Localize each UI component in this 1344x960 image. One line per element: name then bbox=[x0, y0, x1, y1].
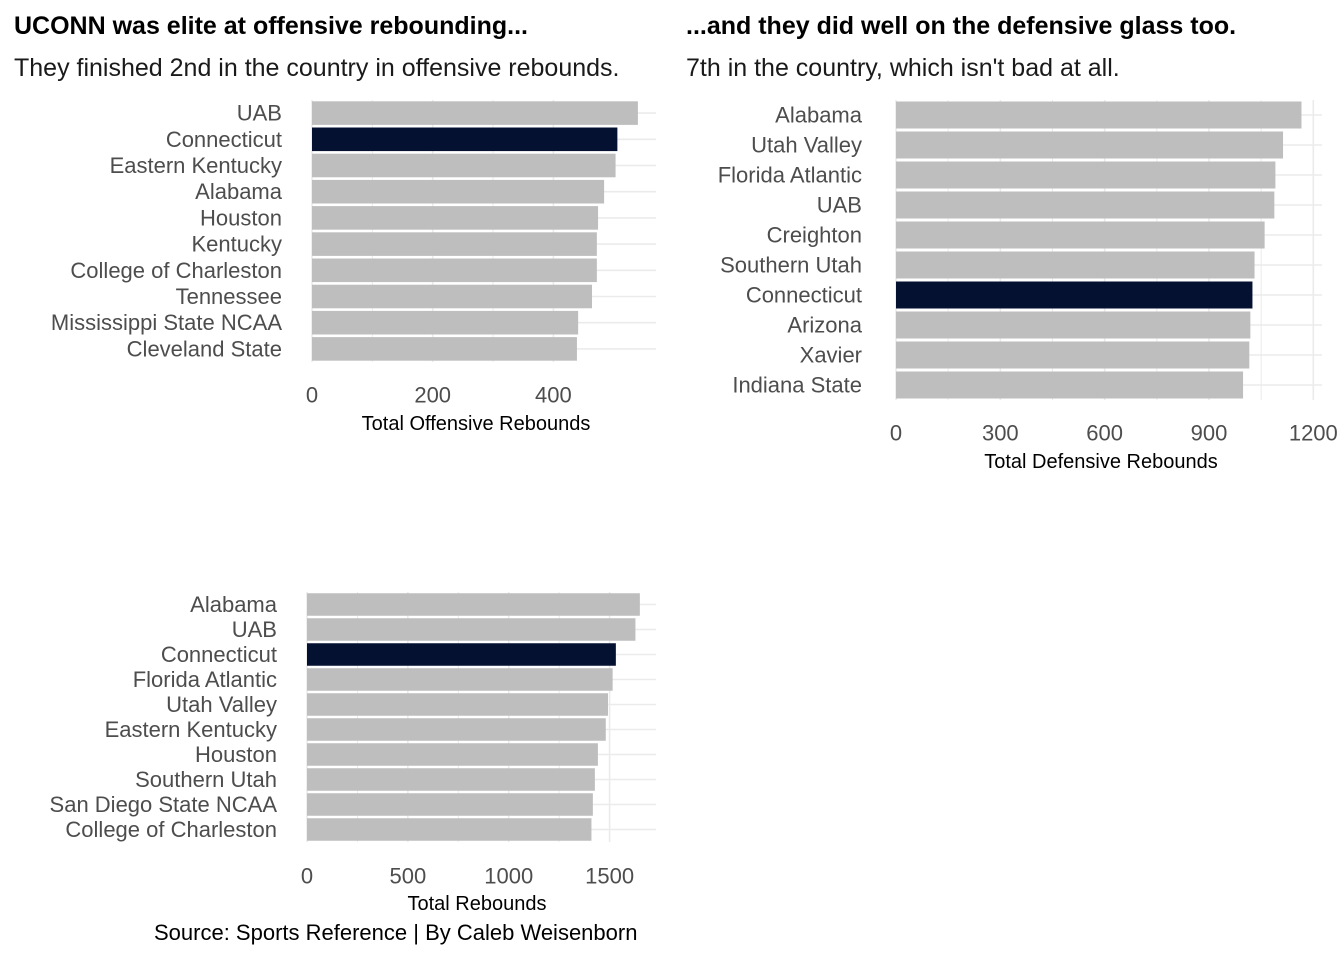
category-label: Houston bbox=[200, 205, 282, 230]
bar-arizona bbox=[896, 311, 1251, 339]
category-label: UAB bbox=[232, 617, 277, 642]
bar-eastern-kentucky bbox=[307, 718, 606, 741]
bar-florida-atlantic bbox=[896, 161, 1276, 189]
x-tick-label: 0 bbox=[306, 383, 318, 408]
x-tick-label: 400 bbox=[535, 383, 572, 408]
x-axis-title: Total Defensive Rebounds bbox=[984, 451, 1217, 473]
category-label: Eastern Kentucky bbox=[105, 717, 277, 742]
category-label: Cleveland State bbox=[127, 336, 282, 361]
category-label: Connecticut bbox=[161, 642, 277, 667]
bar-connecticut bbox=[896, 281, 1253, 309]
bar-indiana-state bbox=[896, 371, 1244, 399]
category-label: Mississippi State NCAA bbox=[51, 310, 282, 335]
category-label: San Diego State NCAA bbox=[50, 792, 278, 817]
x-tick-label: 1500 bbox=[585, 864, 634, 889]
category-label: Indiana State bbox=[732, 373, 862, 398]
bar-xavier bbox=[896, 341, 1250, 369]
category-label: Southern Utah bbox=[720, 253, 862, 278]
bar-alabama bbox=[896, 101, 1302, 129]
category-label: Eastern Kentucky bbox=[110, 153, 282, 178]
category-label: Arizona bbox=[787, 313, 862, 338]
bar-alabama bbox=[307, 593, 640, 616]
x-tick-label: 0 bbox=[890, 421, 902, 446]
bar-mississippi-state-ncaa bbox=[312, 310, 579, 335]
category-label: Alabama bbox=[775, 103, 863, 128]
bar-southern-utah bbox=[896, 251, 1255, 279]
category-label: Southern Utah bbox=[135, 767, 277, 792]
category-label: Florida Atlantic bbox=[718, 163, 862, 188]
x-tick-label: 600 bbox=[1086, 421, 1123, 446]
category-label: Connecticut bbox=[746, 283, 862, 308]
bar-southern-utah bbox=[307, 768, 595, 791]
panel1-title: UCONN was elite at offensive rebounding.… bbox=[14, 12, 528, 40]
category-label: UAB bbox=[817, 193, 862, 218]
bar-college-of-charleston bbox=[307, 818, 592, 841]
bar-houston bbox=[312, 206, 599, 230]
x-tick-label: 0 bbox=[301, 864, 313, 889]
defensive-rebounds-chart: Alabama Utah Valley Florida Atlantic UAB Cre… bbox=[718, 100, 1338, 473]
category-label: Xavier bbox=[800, 343, 862, 368]
panel2-subtitle: 7th in the country, which isn't bad at a… bbox=[686, 54, 1120, 82]
category-label: Tennessee bbox=[176, 284, 282, 309]
category-label: Creighton bbox=[767, 223, 862, 248]
x-tick-label: 300 bbox=[982, 421, 1019, 446]
x-tick-label: 200 bbox=[414, 383, 451, 408]
bar-cleveland-state bbox=[312, 337, 577, 361]
bar-creighton bbox=[896, 221, 1265, 249]
category-label: Utah Valley bbox=[166, 692, 277, 717]
bar-eastern-kentucky bbox=[312, 153, 616, 178]
bar-florida-atlantic bbox=[307, 668, 613, 691]
category-label: UAB bbox=[237, 101, 282, 126]
x-tick-label: 500 bbox=[390, 864, 427, 889]
x-tick-label: 900 bbox=[1191, 421, 1228, 446]
x-tick-label: 1000 bbox=[484, 864, 533, 889]
bar-uab bbox=[307, 618, 636, 641]
category-label: Florida Atlantic bbox=[133, 667, 277, 692]
x-tick-label: 1200 bbox=[1289, 421, 1338, 446]
x-axis-title: Total Rebounds bbox=[408, 893, 547, 915]
source-caption: Source: Sports Reference | By Caleb Weis… bbox=[154, 920, 638, 945]
bar-kentucky bbox=[312, 232, 597, 256]
bar-uab bbox=[896, 191, 1275, 219]
bar-tennessee bbox=[312, 284, 593, 309]
panel2-title: ...and they did well on the defensive gl… bbox=[686, 12, 1237, 40]
category-label: College of Charleston bbox=[65, 817, 277, 842]
bar-connecticut bbox=[307, 643, 616, 666]
x-axis-title: Total Offensive Rebounds bbox=[362, 413, 591, 435]
bar-college-of-charleston bbox=[312, 258, 597, 283]
bar-houston bbox=[307, 743, 598, 766]
category-label: Utah Valley bbox=[751, 133, 862, 158]
bar-utah-valley bbox=[307, 693, 608, 716]
bar-uab bbox=[312, 101, 638, 125]
panel1-subtitle: They finished 2nd in the country in offe… bbox=[14, 54, 620, 82]
category-label: Houston bbox=[195, 742, 277, 767]
category-label: Connecticut bbox=[166, 127, 282, 152]
category-label: Alabama bbox=[195, 179, 283, 204]
bar-alabama bbox=[312, 179, 605, 204]
bar-san-diego-state-ncaa bbox=[307, 793, 593, 816]
bar-connecticut bbox=[312, 127, 618, 152]
bar-utah-valley bbox=[896, 131, 1284, 159]
category-label: Alabama bbox=[190, 592, 278, 617]
category-label: Kentucky bbox=[192, 232, 283, 257]
category-label: College of Charleston bbox=[70, 258, 282, 283]
